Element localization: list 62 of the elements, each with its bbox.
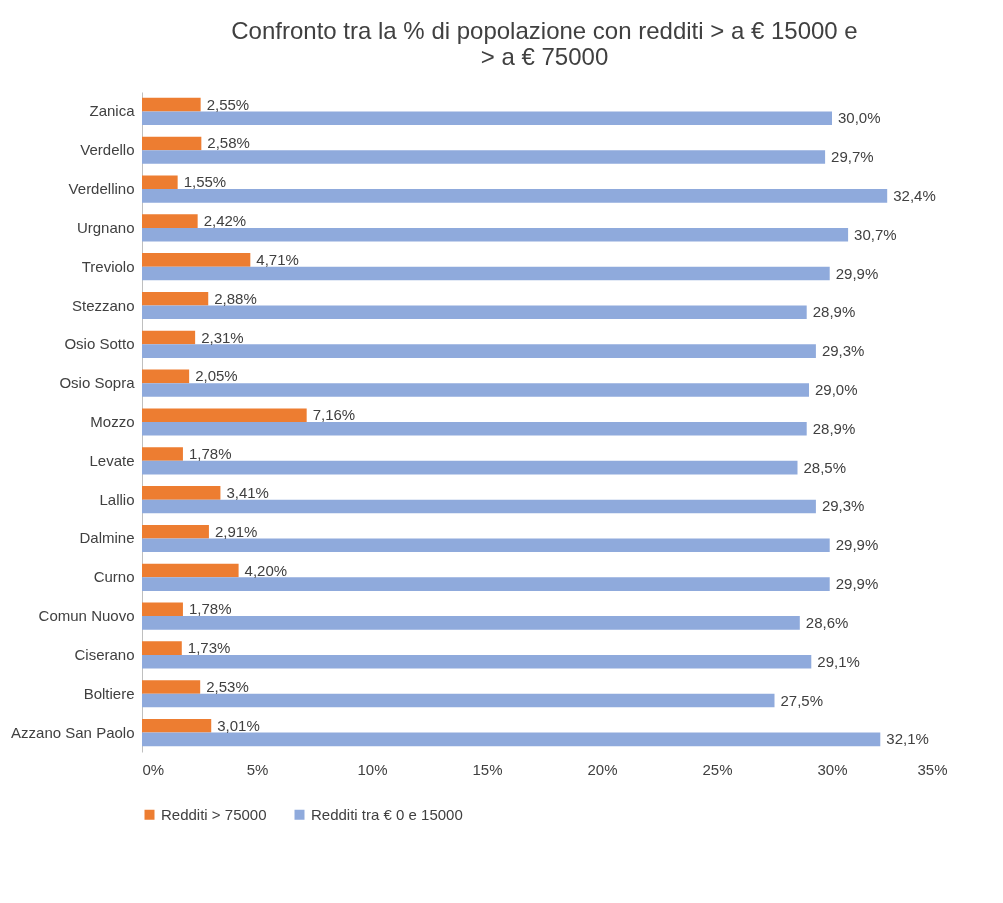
legend-label: Redditi tra € 0 e 15000	[311, 805, 463, 823]
data-label: 3,01%	[217, 716, 260, 734]
x-tick-label: 0%	[142, 760, 165, 778]
data-label: 3,41%	[226, 483, 269, 501]
y-tick-label: Osio Sopra	[59, 374, 136, 392]
data-label: 2,05%	[195, 367, 238, 385]
data-label: 28,5%	[803, 458, 847, 476]
x-tick-label: 20%	[587, 760, 618, 778]
y-tick-label: Curno	[93, 568, 135, 586]
data-label: 29,1%	[817, 652, 860, 670]
y-tick-label: Comun Nuovo	[38, 607, 135, 625]
data-label: 32,1%	[886, 730, 929, 748]
data-label: 1,78%	[188, 600, 232, 618]
x-tick-label: 5%	[246, 760, 269, 778]
y-tick-label: Verdello	[80, 141, 135, 159]
y-tick-label: Osio Sotto	[64, 335, 135, 353]
data-label: 29,9%	[835, 264, 879, 282]
data-label: 30,0%	[838, 109, 881, 127]
x-tick-label: 35%	[917, 760, 948, 778]
y-tick-label: Treviolo	[81, 257, 135, 275]
y-tick-label: Verdellino	[68, 180, 135, 198]
data-label: 4,20%	[244, 561, 288, 579]
data-label: 29,0%	[815, 380, 858, 398]
data-label: 30,7%	[854, 225, 897, 243]
y-tick-label: Boltiere	[83, 684, 135, 702]
y-tick-label: Azzano San Paolo	[11, 723, 135, 741]
y-tick-label: Ciserano	[74, 645, 135, 663]
x-tick-label: 25%	[702, 760, 733, 778]
y-tick-label: Levate	[89, 451, 135, 469]
data-label: 2,88%	[214, 289, 257, 307]
data-label: 2,31%	[201, 328, 244, 346]
x-tick-label: 15%	[472, 760, 503, 778]
data-label: 29,9%	[835, 536, 879, 554]
legend-label: Redditi > 75000	[161, 805, 267, 823]
data-label: 27,5%	[780, 691, 824, 709]
data-label: 28,6%	[805, 613, 849, 631]
y-tick-label: Zanica	[89, 102, 136, 120]
y-tick-label: Dalmine	[79, 529, 135, 547]
data-label: 1,78%	[188, 445, 232, 463]
data-label: 29,3%	[821, 497, 865, 515]
data-label: 28,9%	[812, 303, 856, 321]
data-label: 28,9%	[812, 419, 856, 437]
data-label: 7,16%	[312, 406, 356, 424]
data-label: 32,4%	[893, 186, 936, 204]
data-label: 4,71%	[256, 250, 299, 268]
data-label: 29,7%	[831, 148, 874, 166]
chart-title: Confronto tra la % di popolazione con redditi > a € 15000 e > a € 75000	[231, 17, 858, 70]
y-tick-label: Stezzano	[71, 296, 135, 314]
data-label: 1,55%	[183, 173, 227, 191]
data-label: 1,73%	[187, 639, 231, 657]
x-tick-label: 30%	[817, 760, 848, 778]
y-tick-label: Mozzo	[90, 413, 135, 430]
y-tick-label: Urgnano	[76, 218, 135, 236]
data-label: 29,9%	[835, 575, 879, 593]
data-label: 2,58%	[207, 134, 250, 152]
data-label: 2,55%	[206, 95, 250, 113]
x-tick-label: 10%	[357, 760, 388, 778]
y-tick-label: Lallio	[99, 490, 135, 508]
data-label: 2,53%	[206, 677, 249, 695]
data-label: 2,91%	[214, 522, 258, 540]
data-label: 29,3%	[821, 342, 865, 360]
data-label: 2,42%	[203, 212, 247, 230]
